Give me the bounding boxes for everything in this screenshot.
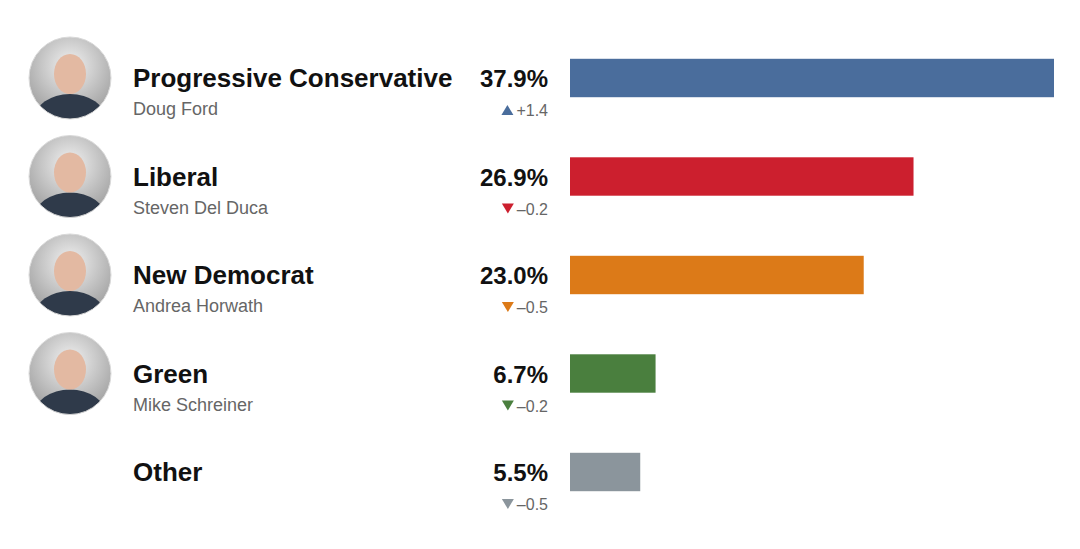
bar	[570, 354, 656, 392]
change-label: –0.5	[517, 496, 548, 513]
change-label: –0.2	[517, 398, 548, 415]
change-arrow	[502, 302, 514, 312]
data-label: 6.7%	[493, 361, 548, 388]
category-label: Green	[133, 359, 208, 389]
category-label: New Democrat	[133, 260, 314, 290]
leader-name: Mike Schreiner	[133, 395, 253, 415]
leader-name: Steven Del Duca	[133, 198, 269, 218]
bar	[570, 59, 1054, 97]
change-label: +1.4	[516, 102, 548, 119]
data-label: 26.9%	[480, 164, 548, 191]
photo-head	[54, 54, 86, 94]
bar	[570, 453, 640, 491]
data-label: 37.9%	[480, 65, 548, 92]
change-label: –0.5	[517, 299, 548, 316]
change-label: –0.2	[517, 201, 548, 218]
leader-photo	[29, 37, 111, 146]
leader-name: Doug Ford	[133, 99, 218, 119]
photo-ring	[29, 136, 111, 218]
change-arrow	[502, 203, 514, 213]
change-arrow	[501, 105, 513, 115]
leader-photo	[29, 234, 111, 343]
leader-photo	[29, 333, 111, 442]
data-label: 5.5%	[493, 459, 548, 486]
category-label: Other	[133, 457, 202, 487]
change-arrow	[502, 499, 514, 509]
leader-photo	[29, 136, 111, 245]
bar	[570, 157, 914, 195]
category-label: Progressive Conservative	[133, 63, 452, 93]
photo-head	[54, 350, 86, 390]
change-arrow	[502, 400, 514, 410]
photo-shoulders	[34, 390, 106, 442]
photo-ring	[29, 37, 111, 119]
leader-name: Andrea Horwath	[133, 296, 263, 316]
bars	[570, 59, 1054, 491]
category-label: Liberal	[133, 162, 218, 192]
photo-ring	[29, 234, 111, 316]
photo-head	[54, 153, 86, 193]
photo-ring	[29, 333, 111, 415]
photo-head	[54, 251, 86, 291]
labels: 37.9% 26.9% 23.0% 6.7% 5.5% Progressive Conse…	[133, 63, 548, 513]
chart: 37.9% 26.9% 23.0% 6.7% 5.5% Progressive Conse…	[0, 0, 1080, 549]
data-label: 23.0%	[480, 262, 548, 289]
bar	[570, 256, 864, 294]
